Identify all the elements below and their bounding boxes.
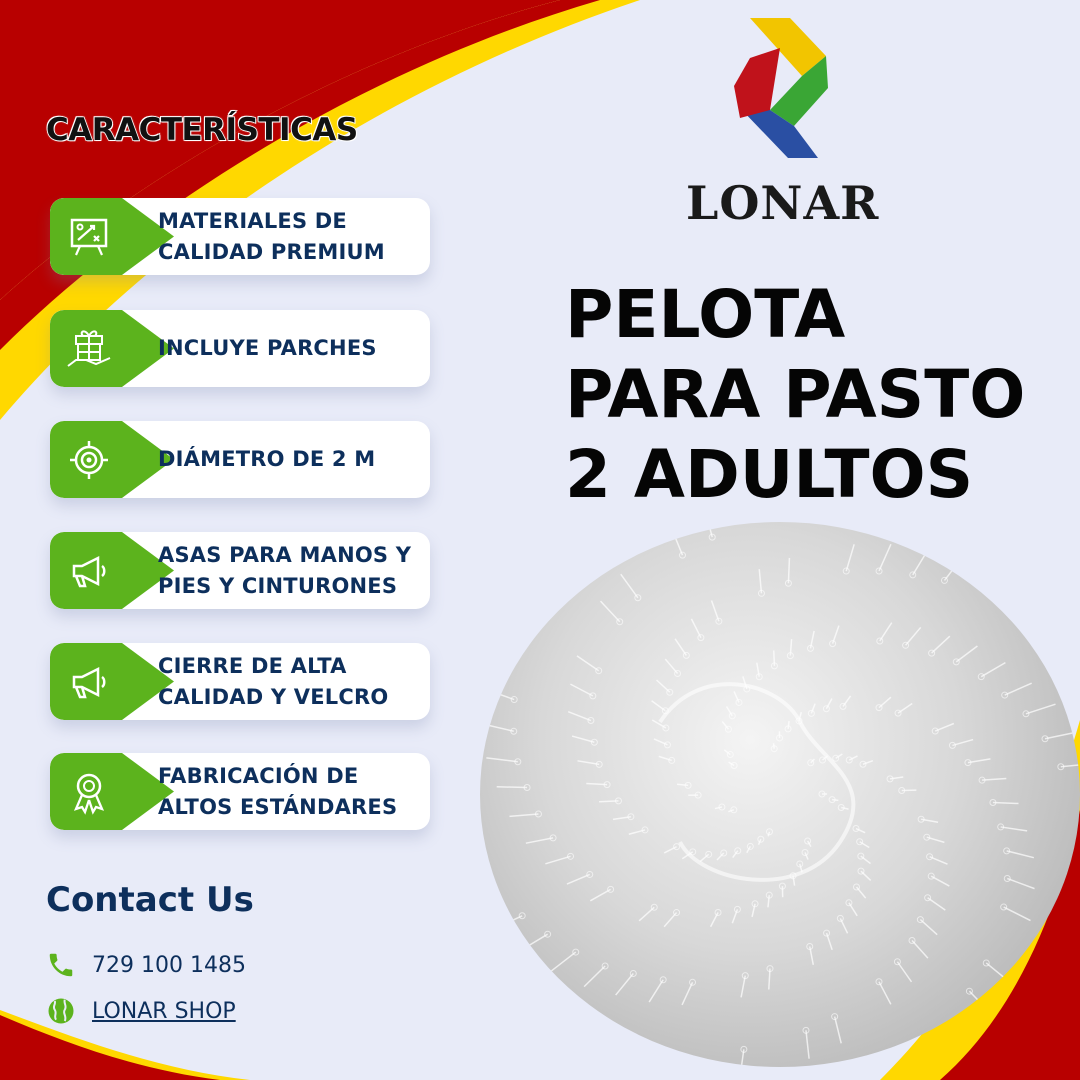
- feature-text-line: CIERRE DE ALTA: [158, 653, 347, 678]
- website-row: LONAR SHOP: [46, 996, 236, 1026]
- feature-text-line: DIÁMETRO DE 2 M: [158, 447, 376, 471]
- feature-text-line: CALIDAD PREMIUM: [158, 239, 385, 264]
- feature-text-line: ALTOS ESTÁNDARES: [158, 794, 398, 819]
- feature-card: DIÁMETRO DE 2 M: [50, 421, 430, 498]
- feature-text-line: CALIDAD Y VELCRO: [158, 684, 389, 709]
- feature-text-line: MATERIALES DE: [158, 208, 347, 233]
- phone-row: 729 100 1485: [46, 950, 246, 980]
- feature-text: MATERIALES DE CALIDAD PREMIUM: [158, 206, 424, 268]
- megaphone-icon: [72, 555, 106, 588]
- feature-card: MATERIALES DE CALIDAD PREMIUM: [50, 198, 430, 275]
- lonar-logo: [734, 18, 828, 158]
- feature-card: ASAS PARA MANOS Y PIES Y CINTURONES: [50, 532, 430, 609]
- feature-card: FABRICACIÓN DE ALTOS ESTÁNDARES: [50, 753, 430, 830]
- phone-icon: [49, 953, 73, 977]
- award-ribbon-icon: [73, 773, 105, 815]
- headline-line: PELOTA: [565, 276, 846, 353]
- target-icon: [70, 441, 108, 479]
- feature-text: DIÁMETRO DE 2 M: [158, 444, 424, 475]
- feature-text: CIERRE DE ALTA CALIDAD Y VELCRO: [158, 651, 424, 713]
- phone-number[interactable]: 729 100 1485: [92, 952, 246, 978]
- features-heading: CARACTERÍSTICAS: [45, 111, 359, 149]
- feature-text: FABRICACIÓN DE ALTOS ESTÁNDARES: [158, 761, 424, 823]
- feature-text-line: FABRICACIÓN DE: [158, 763, 359, 788]
- feature-text-line: INCLUYE PARCHES: [158, 336, 377, 360]
- contact-title: Contact Us: [46, 880, 254, 920]
- feature-text: ASAS PARA MANOS Y PIES Y CINTURONES: [158, 540, 424, 602]
- presentation-board-icon: [70, 218, 108, 256]
- megaphone-icon: [72, 666, 106, 699]
- headline-line: PARA PASTO: [565, 356, 1026, 433]
- feature-text-line: PIES Y CINTURONES: [158, 573, 398, 598]
- headline-line: 2 ADULTOS: [565, 436, 974, 513]
- product-headline: PELOTA PARA PASTO 2 ADULTOS: [565, 275, 1025, 515]
- brand-name: LONAR: [686, 176, 880, 230]
- feature-text-line: ASAS PARA MANOS Y: [158, 542, 412, 567]
- product-image-zorb-ball: [480, 522, 1080, 1067]
- website-link[interactable]: LONAR SHOP: [92, 998, 236, 1024]
- gift-in-hand-icon: [67, 330, 111, 367]
- feature-text: INCLUYE PARCHES: [158, 333, 424, 364]
- globe-icon: [48, 998, 74, 1024]
- feature-card: INCLUYE PARCHES: [50, 310, 430, 387]
- feature-card: CIERRE DE ALTA CALIDAD Y VELCRO: [50, 643, 430, 720]
